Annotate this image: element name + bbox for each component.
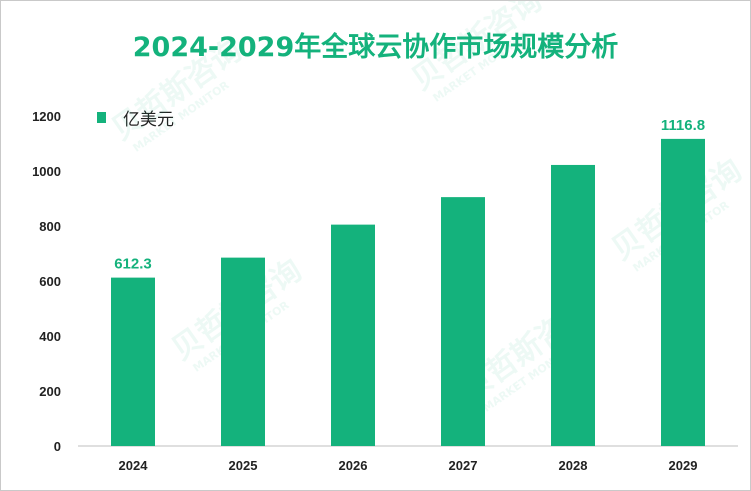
labels: 2024 2025 2026 2027 2028 2029 612.3 1116.8	[114, 117, 705, 473]
x-tick-label: 2026	[339, 458, 368, 473]
legend: 亿美元	[97, 105, 174, 130]
y-tick-label: 0	[54, 439, 61, 454]
x-tick-label: 2024	[119, 458, 149, 473]
axes: 0 200 400 600 800 1000 1200	[32, 109, 738, 454]
y-tick-label: 1200	[32, 109, 61, 124]
y-tick-label: 600	[39, 274, 61, 289]
bar	[111, 277, 155, 446]
data-label: 612.3	[114, 256, 152, 273]
y-tick-label: 1000	[32, 164, 61, 179]
bar	[551, 164, 595, 446]
bar	[441, 197, 485, 446]
x-tick-label: 2029	[669, 458, 698, 473]
x-tick-label: 2028	[559, 458, 588, 473]
x-tick-label: 2025	[229, 458, 258, 473]
legend-swatch	[97, 112, 106, 123]
bar	[331, 224, 375, 446]
x-tick-label: 2027	[449, 458, 478, 473]
legend-label: 亿美元	[123, 110, 174, 130]
y-tick-label: 400	[39, 329, 61, 344]
watermark-text: 贝哲斯咨询	[406, 1, 549, 98]
y-tick-label: 200	[39, 384, 61, 399]
bar	[661, 138, 705, 446]
chart-title: 2024-2029年全球云协作市场规模分析	[132, 32, 619, 63]
y-tick-label: 800	[39, 219, 61, 234]
bar	[221, 257, 265, 446]
data-label: 1116.8	[661, 117, 705, 134]
bars	[111, 138, 705, 446]
